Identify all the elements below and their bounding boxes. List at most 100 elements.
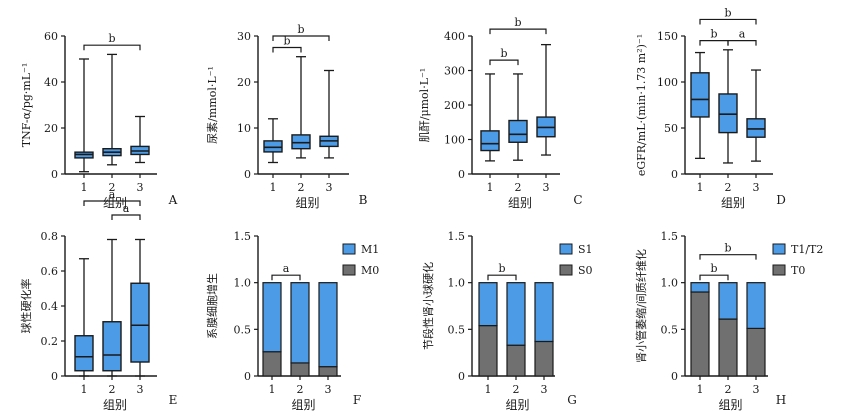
y-tick-label: 1.0 bbox=[234, 277, 252, 290]
y-axis-label: 节段性肾小球硬化 bbox=[421, 262, 435, 350]
significance-bracket bbox=[111, 214, 141, 220]
box-1 bbox=[690, 72, 710, 118]
bar-segment-m0 bbox=[318, 366, 338, 377]
significance-label: b bbox=[108, 32, 115, 45]
panel-label: E bbox=[169, 393, 178, 407]
x-tick-label: 1 bbox=[697, 383, 704, 396]
x-axis-label: 组别 bbox=[291, 398, 315, 412]
box-3 bbox=[746, 118, 766, 138]
x-tick-label: 1 bbox=[269, 383, 276, 396]
y-tick-label: 0 bbox=[244, 168, 251, 181]
y-tick-label: 10 bbox=[237, 122, 251, 135]
panel-label: B bbox=[359, 193, 368, 207]
x-tick-label: 2 bbox=[725, 383, 732, 396]
significance-bracket bbox=[272, 35, 330, 41]
legend-swatch bbox=[559, 264, 573, 276]
y-tick-label: 400 bbox=[444, 30, 465, 43]
significance-label: a bbox=[283, 262, 290, 275]
significance-label: b bbox=[724, 242, 731, 255]
significance-label: b bbox=[710, 28, 717, 41]
x-tick-label: 1 bbox=[270, 181, 277, 194]
significance-bracket bbox=[699, 254, 757, 260]
bar-segment-t0 bbox=[690, 291, 710, 377]
significance-bracket bbox=[699, 39, 729, 46]
x-tick-label: 2 bbox=[109, 383, 116, 396]
bar-segment-s1 bbox=[534, 282, 554, 343]
legend-label: T0 bbox=[791, 264, 805, 277]
panel-label: F bbox=[353, 393, 361, 407]
significance-bracket bbox=[487, 274, 517, 281]
significance-label: b bbox=[297, 23, 304, 36]
x-tick-label: 2 bbox=[515, 181, 522, 194]
legend-swatch bbox=[342, 243, 356, 255]
significance-bracket bbox=[489, 28, 547, 35]
significance-label: b bbox=[724, 6, 731, 19]
x-tick-label: 2 bbox=[725, 181, 732, 194]
y-tick-label: 0.2 bbox=[41, 335, 59, 348]
significance-label: a bbox=[123, 202, 130, 215]
y-tick-label: 300 bbox=[444, 65, 465, 78]
y-tick-label: 1.5 bbox=[234, 230, 252, 243]
x-tick-label: 3 bbox=[543, 181, 550, 194]
x-tick-label: 3 bbox=[753, 181, 760, 194]
x-tick-label: 1 bbox=[81, 181, 88, 194]
bar-segment-t1-t2 bbox=[746, 282, 766, 329]
x-axis-label: 组别 bbox=[505, 398, 529, 412]
y-tick-label: 150 bbox=[657, 30, 678, 43]
box-2 bbox=[508, 119, 528, 143]
y-tick-label: 0 bbox=[458, 370, 465, 383]
significance-bracket bbox=[727, 39, 757, 46]
x-axis-label: 组别 bbox=[721, 196, 745, 210]
significance-bracket bbox=[699, 18, 757, 25]
significance-bracket bbox=[83, 44, 141, 51]
legend-label: M0 bbox=[361, 264, 379, 277]
x-tick-label: 2 bbox=[297, 383, 304, 396]
x-tick-label: 2 bbox=[298, 181, 305, 194]
panel-label: H bbox=[776, 393, 786, 407]
x-tick-label: 3 bbox=[326, 181, 333, 194]
box-1 bbox=[263, 140, 283, 153]
y-tick-label: 1.0 bbox=[661, 277, 679, 290]
box-2 bbox=[102, 321, 122, 372]
y-axis-label: 肌酐/μmol·L⁻¹ bbox=[418, 68, 431, 142]
bar-segment-t1-t2 bbox=[690, 282, 710, 293]
y-tick-label: 0.4 bbox=[41, 300, 59, 313]
legend-swatch bbox=[772, 264, 786, 276]
legend-swatch bbox=[559, 243, 573, 255]
y-tick-label: 0.5 bbox=[661, 323, 679, 336]
bar-segment-s0 bbox=[534, 340, 554, 377]
bar-segment-m1 bbox=[262, 282, 282, 353]
legend-swatch bbox=[342, 264, 356, 276]
significance-label: a bbox=[739, 28, 746, 41]
y-tick-label: 0 bbox=[51, 370, 58, 383]
x-axis-label: 组别 bbox=[103, 398, 127, 412]
bar-segment-t0 bbox=[718, 318, 738, 377]
legend-label: T1/T2 bbox=[791, 243, 823, 256]
y-tick-label: 1.0 bbox=[448, 277, 466, 290]
box-1 bbox=[74, 335, 94, 372]
legend-swatch bbox=[772, 243, 786, 255]
y-tick-label: 40 bbox=[44, 76, 58, 89]
y-axis-label: TNF-α/pg·mL⁻¹ bbox=[20, 63, 33, 147]
y-axis-label: 尿素/mmol·L⁻¹ bbox=[206, 66, 219, 144]
bar-segment-s1 bbox=[478, 282, 498, 327]
x-tick-label: 2 bbox=[513, 383, 520, 396]
x-axis-label: 组别 bbox=[103, 196, 127, 210]
box-2 bbox=[291, 134, 311, 150]
y-axis-label: eGFR/mL·(min·1.73 m²)⁻¹ bbox=[635, 34, 648, 176]
bar-segment-s0 bbox=[478, 325, 498, 377]
panel-label: D bbox=[776, 193, 786, 207]
box-1 bbox=[480, 130, 500, 152]
y-tick-label: 0.6 bbox=[41, 265, 59, 278]
panel-label: C bbox=[573, 193, 582, 207]
y-tick-label: 0 bbox=[51, 168, 58, 181]
y-tick-label: 0.5 bbox=[448, 323, 466, 336]
y-axis-label: 肾小管萎缩/间质纤维化 bbox=[634, 249, 648, 363]
x-tick-label: 3 bbox=[753, 383, 760, 396]
x-tick-label: 3 bbox=[137, 181, 144, 194]
x-axis-label: 组别 bbox=[508, 196, 532, 210]
bar-segment-m0 bbox=[290, 362, 310, 377]
significance-bracket bbox=[489, 59, 519, 66]
y-axis-label: 球性硬化率 bbox=[19, 279, 33, 334]
